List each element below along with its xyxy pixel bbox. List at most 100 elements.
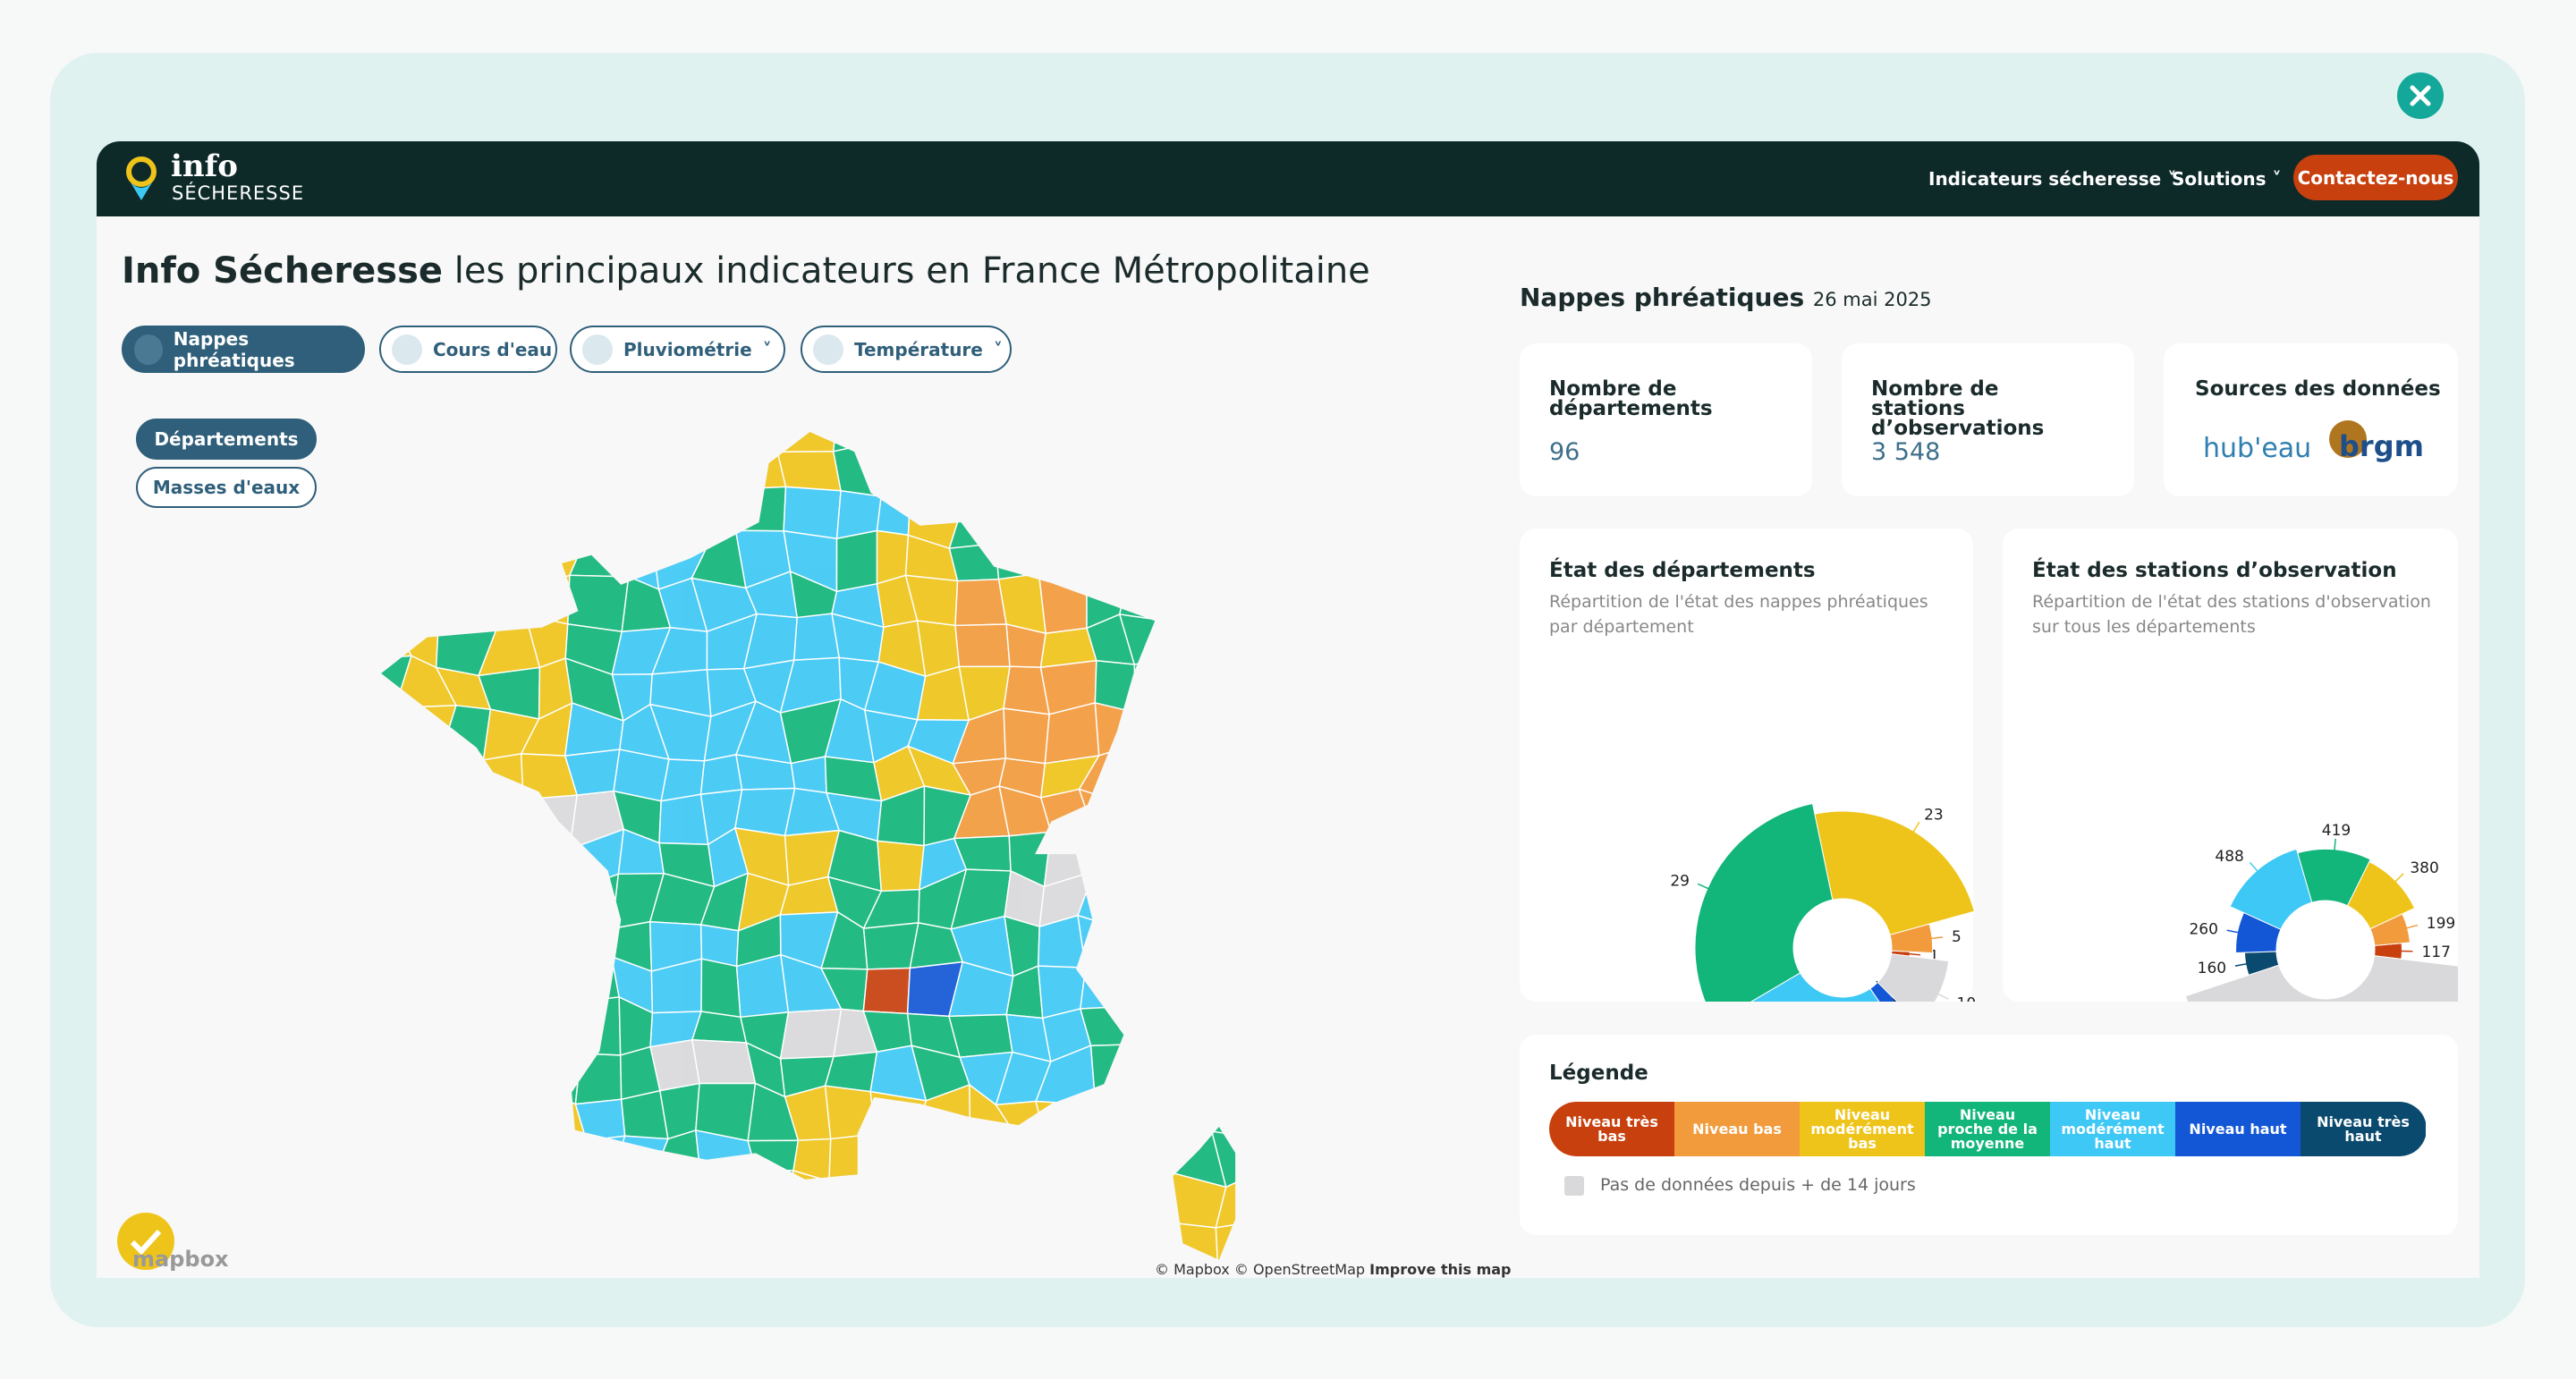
department <box>828 1133 877 1188</box>
department <box>381 1128 408 1180</box>
department <box>391 836 460 878</box>
department <box>1091 828 1138 875</box>
department <box>915 1176 965 1217</box>
department <box>381 744 417 796</box>
label-leader <box>2234 962 2248 967</box>
panel-title-text: Nappes phréatiques <box>1520 283 1805 312</box>
department <box>1208 883 1236 926</box>
department <box>608 1135 669 1185</box>
department <box>1215 1168 1236 1229</box>
department <box>1122 825 1175 889</box>
department <box>483 1138 545 1187</box>
pie-slice <box>2229 848 2313 930</box>
department <box>1133 655 1185 714</box>
department <box>1080 432 1143 456</box>
department <box>524 1209 567 1260</box>
improve-link[interactable]: Improve this map <box>1369 1261 1512 1278</box>
department <box>534 485 586 543</box>
stat-value: 3 548 <box>1871 438 1941 466</box>
no-data-swatch <box>1564 1176 1584 1196</box>
department <box>948 542 1000 582</box>
department <box>651 432 705 466</box>
department <box>446 931 502 977</box>
label-leader <box>2249 861 2259 873</box>
data-label: 380 <box>2410 859 2438 877</box>
data-label: 117 <box>2421 943 2450 961</box>
tab[interactable]: Température ˅ <box>801 326 1012 373</box>
department <box>779 1008 843 1060</box>
legend-item: Niveau modérément haut <box>2050 1102 2175 1156</box>
department <box>1215 446 1236 496</box>
department <box>691 1011 748 1044</box>
department <box>522 794 579 850</box>
pie-slice <box>1814 810 1976 935</box>
legend-item: Niveau modérément bas <box>1800 1102 1925 1156</box>
department <box>1043 486 1088 540</box>
department <box>1035 1100 1097 1141</box>
tab-label: Cours d'eau <box>433 338 553 360</box>
department <box>436 581 498 635</box>
department <box>1038 529 1088 578</box>
department <box>444 790 498 848</box>
cta-button[interactable]: Contactez-nous <box>2293 155 2458 200</box>
department <box>478 588 527 630</box>
department <box>735 953 790 1019</box>
sources-card: Sources des données hub'eau brgm <box>2164 343 2458 496</box>
department <box>655 1214 713 1260</box>
department <box>776 451 842 492</box>
department <box>787 1170 830 1224</box>
department <box>524 884 588 935</box>
tab[interactable]: Pluviométrie ˅ <box>570 326 785 373</box>
department <box>1216 613 1236 679</box>
department <box>436 432 492 459</box>
department <box>997 451 1056 507</box>
department <box>439 836 498 886</box>
department <box>747 1139 800 1172</box>
department <box>910 1209 965 1260</box>
department <box>1216 1045 1236 1100</box>
panel-date: 26 mai 2025 <box>1812 289 1932 310</box>
department <box>392 868 449 934</box>
department <box>381 485 403 542</box>
tab-icon <box>134 334 163 365</box>
page-title: Info Sécheresse les principaux indicateu… <box>122 250 1370 292</box>
label-leader <box>2394 873 2404 884</box>
department <box>649 1038 700 1092</box>
map-toggle[interactable]: Masses d'eaux <box>136 467 317 508</box>
no-data-label: Pas de données depuis + de 14 jours <box>1600 1175 1916 1195</box>
tab[interactable]: Nappes phréatiques <box>122 326 365 373</box>
map[interactable] <box>97 410 1492 1278</box>
stat-card: Nombre de départements 96 <box>1520 343 1812 496</box>
department <box>608 1180 657 1234</box>
department <box>1171 783 1223 846</box>
chart-title: État des départements <box>1549 559 1816 582</box>
tab[interactable]: Cours d'eau <box>379 326 557 373</box>
department <box>1172 1038 1220 1106</box>
department <box>1042 446 1088 506</box>
department <box>1042 432 1088 463</box>
department <box>997 432 1056 463</box>
department <box>381 910 409 975</box>
label-leader <box>1908 952 1921 956</box>
department <box>1007 1130 1046 1180</box>
department <box>478 529 537 592</box>
department <box>1205 743 1236 807</box>
department <box>381 835 411 877</box>
department <box>1174 884 1217 926</box>
map-toggle[interactable]: Départements <box>136 419 317 460</box>
department <box>966 432 1002 453</box>
department <box>1079 967 1137 1010</box>
nav-item[interactable]: Solutions ˅ <box>2172 168 2282 190</box>
close-button[interactable] <box>2397 72 2444 119</box>
pie-slice <box>1877 953 1950 1002</box>
department <box>700 1168 757 1232</box>
department <box>1085 1138 1122 1190</box>
department <box>531 1001 582 1054</box>
data-label: 23 <box>1924 807 1944 825</box>
department <box>1078 1221 1138 1260</box>
department <box>526 844 588 887</box>
department <box>381 626 413 660</box>
nav-item[interactable]: Indicateurs sécheresse ˅ <box>1928 168 2177 190</box>
department <box>1094 701 1137 757</box>
department <box>698 432 748 466</box>
